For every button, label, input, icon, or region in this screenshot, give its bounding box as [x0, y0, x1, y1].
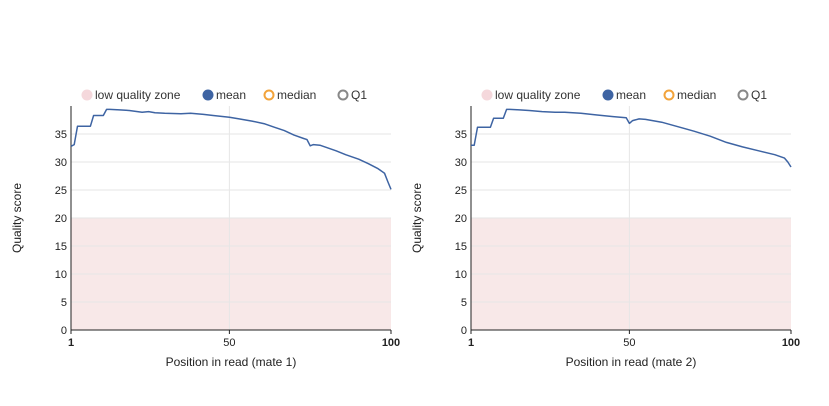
y-tick-label: 20	[455, 213, 467, 225]
chart-panel-2: low quality zone mean median Q1 0 5 10 15 20 25 30…	[410, 88, 800, 369]
legend-marker-low-quality-zone	[481, 89, 493, 101]
y-tick-label: 10	[455, 269, 467, 281]
y-tick-label: 20	[55, 213, 67, 225]
legend-marker-q1	[737, 89, 749, 101]
legend-label-median: median	[677, 88, 716, 102]
x-tick-label: 50	[223, 337, 235, 349]
y-tick-label: 35	[55, 129, 67, 141]
x-axis-title: Position in read (mate 2)	[566, 355, 697, 369]
y-tick-label: 25	[55, 185, 67, 197]
legend-label-mean: mean	[616, 88, 646, 102]
legend-marker-mean	[202, 89, 214, 101]
x-tick-label: 50	[623, 337, 635, 349]
legend-label-median: median	[277, 88, 316, 102]
y-tick-label: 15	[455, 241, 467, 253]
series-line-mean	[70, 108, 392, 190]
legend-marker-median	[663, 89, 675, 101]
legend-label-q1: Q1	[751, 88, 767, 102]
series-line-mean	[471, 108, 792, 168]
x-tick-label: 1	[468, 337, 474, 349]
y-tick-label: 5	[461, 297, 467, 309]
legend-marker-mean	[602, 89, 614, 101]
legend-item-mean[interactable]: mean	[202, 88, 247, 102]
legend-label-mean: mean	[216, 88, 246, 102]
chart-legend: low quality zone mean median Q1	[481, 88, 768, 102]
legend-item-low-quality-zone[interactable]: low quality zone	[81, 88, 181, 102]
legend-item-median[interactable]: median	[263, 88, 317, 102]
legend-marker-low-quality-zone	[81, 89, 93, 101]
x-tick-label: 100	[782, 337, 800, 349]
y-tick-label: 5	[61, 297, 67, 309]
legend-marker-q1	[337, 89, 349, 101]
y-tick-label: 0	[61, 325, 67, 337]
y-tick-label: 0	[461, 325, 467, 337]
legend-item-mean[interactable]: mean	[602, 88, 647, 102]
y-tick-label: 35	[455, 129, 467, 141]
y-tick-label: 30	[455, 157, 467, 169]
x-tick-label: 1	[68, 337, 74, 349]
y-axis-title: Quality score	[10, 183, 24, 253]
chart-legend: low quality zone mean median Q1	[81, 88, 368, 102]
legend-item-q1[interactable]: Q1	[737, 88, 768, 102]
legend-label-q1: Q1	[351, 88, 367, 102]
legend-item-median[interactable]: median	[663, 88, 717, 102]
x-axis-title: Position in read (mate 1)	[166, 355, 297, 369]
legend-item-q1[interactable]: Q1	[337, 88, 368, 102]
chart-panel-1: low quality zone mean median Q1 0 5 10 15 20 25 30…	[10, 88, 400, 369]
y-tick-label: 30	[55, 157, 67, 169]
legend-label-low-quality-zone: low quality zone	[495, 88, 581, 102]
legend-label-low-quality-zone: low quality zone	[95, 88, 181, 102]
y-axis-title: Quality score	[410, 183, 424, 253]
x-tick-label: 100	[382, 337, 400, 349]
legend-marker-median	[263, 89, 275, 101]
y-tick-label: 25	[455, 185, 467, 197]
legend-item-low-quality-zone[interactable]: low quality zone	[481, 88, 581, 102]
y-tick-label: 10	[55, 269, 67, 281]
y-tick-label: 15	[55, 241, 67, 253]
